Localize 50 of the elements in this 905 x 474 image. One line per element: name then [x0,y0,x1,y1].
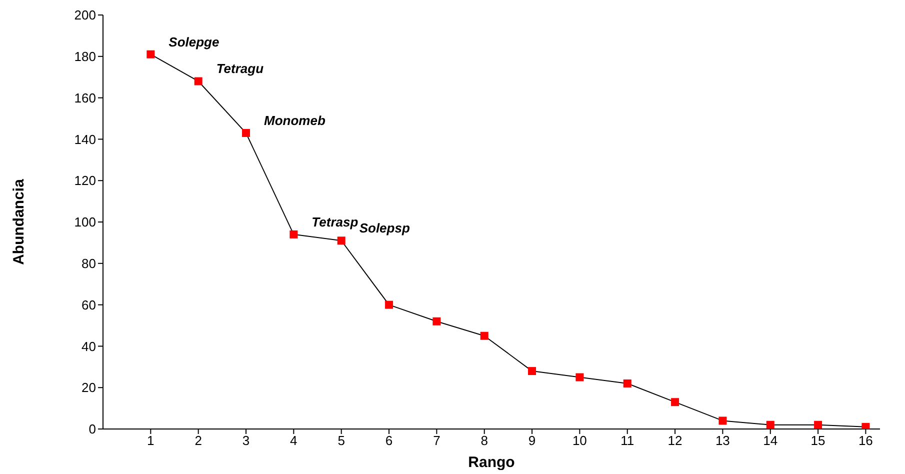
point [862,422,870,429]
x-tick-label: 6 [385,433,393,448]
point [528,367,536,376]
point [194,77,202,86]
x-tick-label: 13 [715,433,730,448]
point [576,373,584,382]
y-tick-label: 0 [88,422,96,437]
point [290,230,298,238]
y-axis-title: Abundancia [10,178,28,265]
y-tick-label: 80 [82,256,96,272]
annotation: Solepsp [359,220,410,236]
y-tick-label: 100 [74,214,96,230]
y-tick-label: 120 [74,173,96,188]
annotation: Monomeb [264,112,326,128]
y-tick-label: 200 [74,8,96,23]
point [432,317,441,326]
point [337,236,346,245]
x-tick-label: 15 [810,433,826,448]
point [814,420,822,429]
point [671,398,680,406]
y-tick-label: 40 [82,338,96,354]
y-tick-label: 60 [82,297,96,312]
x-tick-label: 7 [433,433,440,448]
x-axis-title: Rango [468,454,515,471]
y-tick-label: 180 [74,49,96,64]
x-tick-label: 11 [620,433,634,448]
x-tick-label: 2 [194,433,202,448]
annotation: Tetragu [216,61,264,76]
point [480,332,488,340]
annotation: Tetrasp [312,214,358,230]
point [385,300,394,309]
y-tick-label: 160 [74,90,96,106]
point [766,420,774,429]
x-tick-label: 4 [290,433,298,448]
y-tick-label: 140 [74,132,96,147]
x-tick-label: 1 [147,433,154,448]
x-tick-label: 8 [480,433,488,448]
x-tick-label: 14 [763,433,778,448]
point [718,416,727,425]
x-tick-label: 16 [858,433,873,448]
point [242,128,250,137]
point [146,50,155,58]
x-tick-label: 3 [242,433,250,448]
annotation: Solepge [168,34,220,50]
x-tick-label: 12 [668,433,682,448]
point [623,379,632,388]
x-tick-label: 9 [528,433,536,448]
y-tick-label: 20 [82,380,96,396]
x-tick-label: 10 [572,433,587,448]
x-tick-label: 5 [338,433,345,448]
